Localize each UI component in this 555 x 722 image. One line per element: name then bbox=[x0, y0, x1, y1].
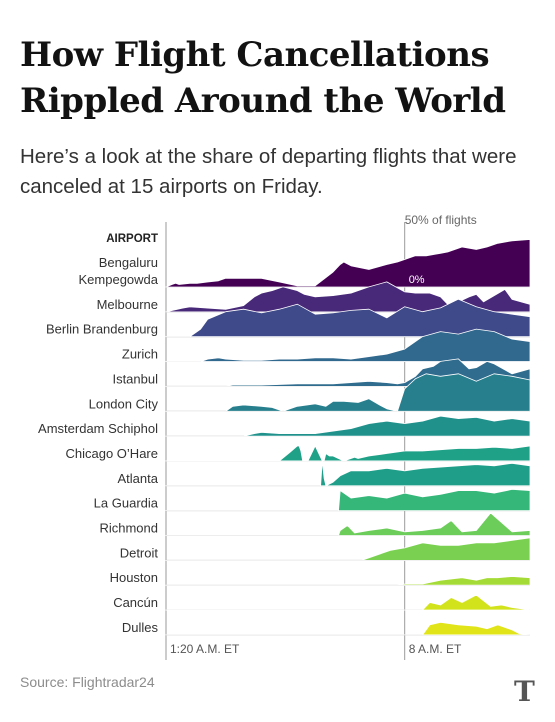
scale-label: 50% of flights bbox=[405, 213, 477, 227]
row-label: Amsterdam Schiphol bbox=[38, 421, 158, 436]
row-label: Zurich bbox=[122, 347, 158, 362]
ridge-area-london-city bbox=[165, 373, 531, 412]
ridge-area-bengaluru-kempegowda bbox=[165, 239, 531, 288]
row-label: Cancún bbox=[113, 595, 158, 610]
row-label: Houston bbox=[110, 570, 158, 585]
ridge-area-detroit bbox=[165, 537, 531, 561]
row-label: Melbourne bbox=[97, 297, 158, 312]
row-label: Istanbul bbox=[112, 371, 158, 386]
x-tick-label: 1:20 A.M. ET bbox=[170, 642, 240, 656]
ridge-area-amsterdam-schiphol bbox=[165, 415, 531, 437]
ridge-area-melbourne bbox=[165, 281, 531, 313]
row-label: Richmond bbox=[99, 521, 158, 536]
ridge-area-houston bbox=[165, 576, 531, 586]
source-note: Source: Flightradar24 bbox=[20, 674, 155, 690]
nyt-logo-icon: T bbox=[514, 675, 535, 708]
row-label: Dulles bbox=[122, 620, 159, 635]
row-label: Atlanta bbox=[118, 471, 159, 486]
ridge-area-la-guardia bbox=[165, 489, 531, 512]
row-label: London City bbox=[89, 396, 159, 411]
y-axis-label: AIRPORT bbox=[106, 233, 158, 245]
ridge-area-zurich bbox=[165, 328, 531, 362]
row-label: Bengaluru Kempegowda bbox=[79, 255, 159, 287]
ridge-area-berlin-brandenburg bbox=[165, 298, 531, 338]
row-label: Berlin Brandenburg bbox=[46, 322, 158, 337]
zero-label: 0% bbox=[409, 274, 425, 286]
row-label: Detroit bbox=[120, 545, 159, 560]
row-label: Chicago O’Hare bbox=[66, 446, 159, 461]
x-tick-label: 8 A.M. ET bbox=[409, 642, 462, 656]
ridge-area-dulles bbox=[165, 622, 531, 636]
ridge-area-richmond bbox=[165, 512, 531, 536]
ridge-area-atlanta bbox=[165, 460, 531, 487]
ridge-area-chicago-o-hare bbox=[165, 445, 531, 462]
ridge-area-cancun bbox=[165, 594, 531, 611]
page-subtitle: Here’s a look at the share of departing … bbox=[20, 145, 517, 198]
row-label: La Guardia bbox=[94, 496, 159, 511]
page-title: How Flight Cancellations Rippled Around … bbox=[20, 35, 506, 121]
